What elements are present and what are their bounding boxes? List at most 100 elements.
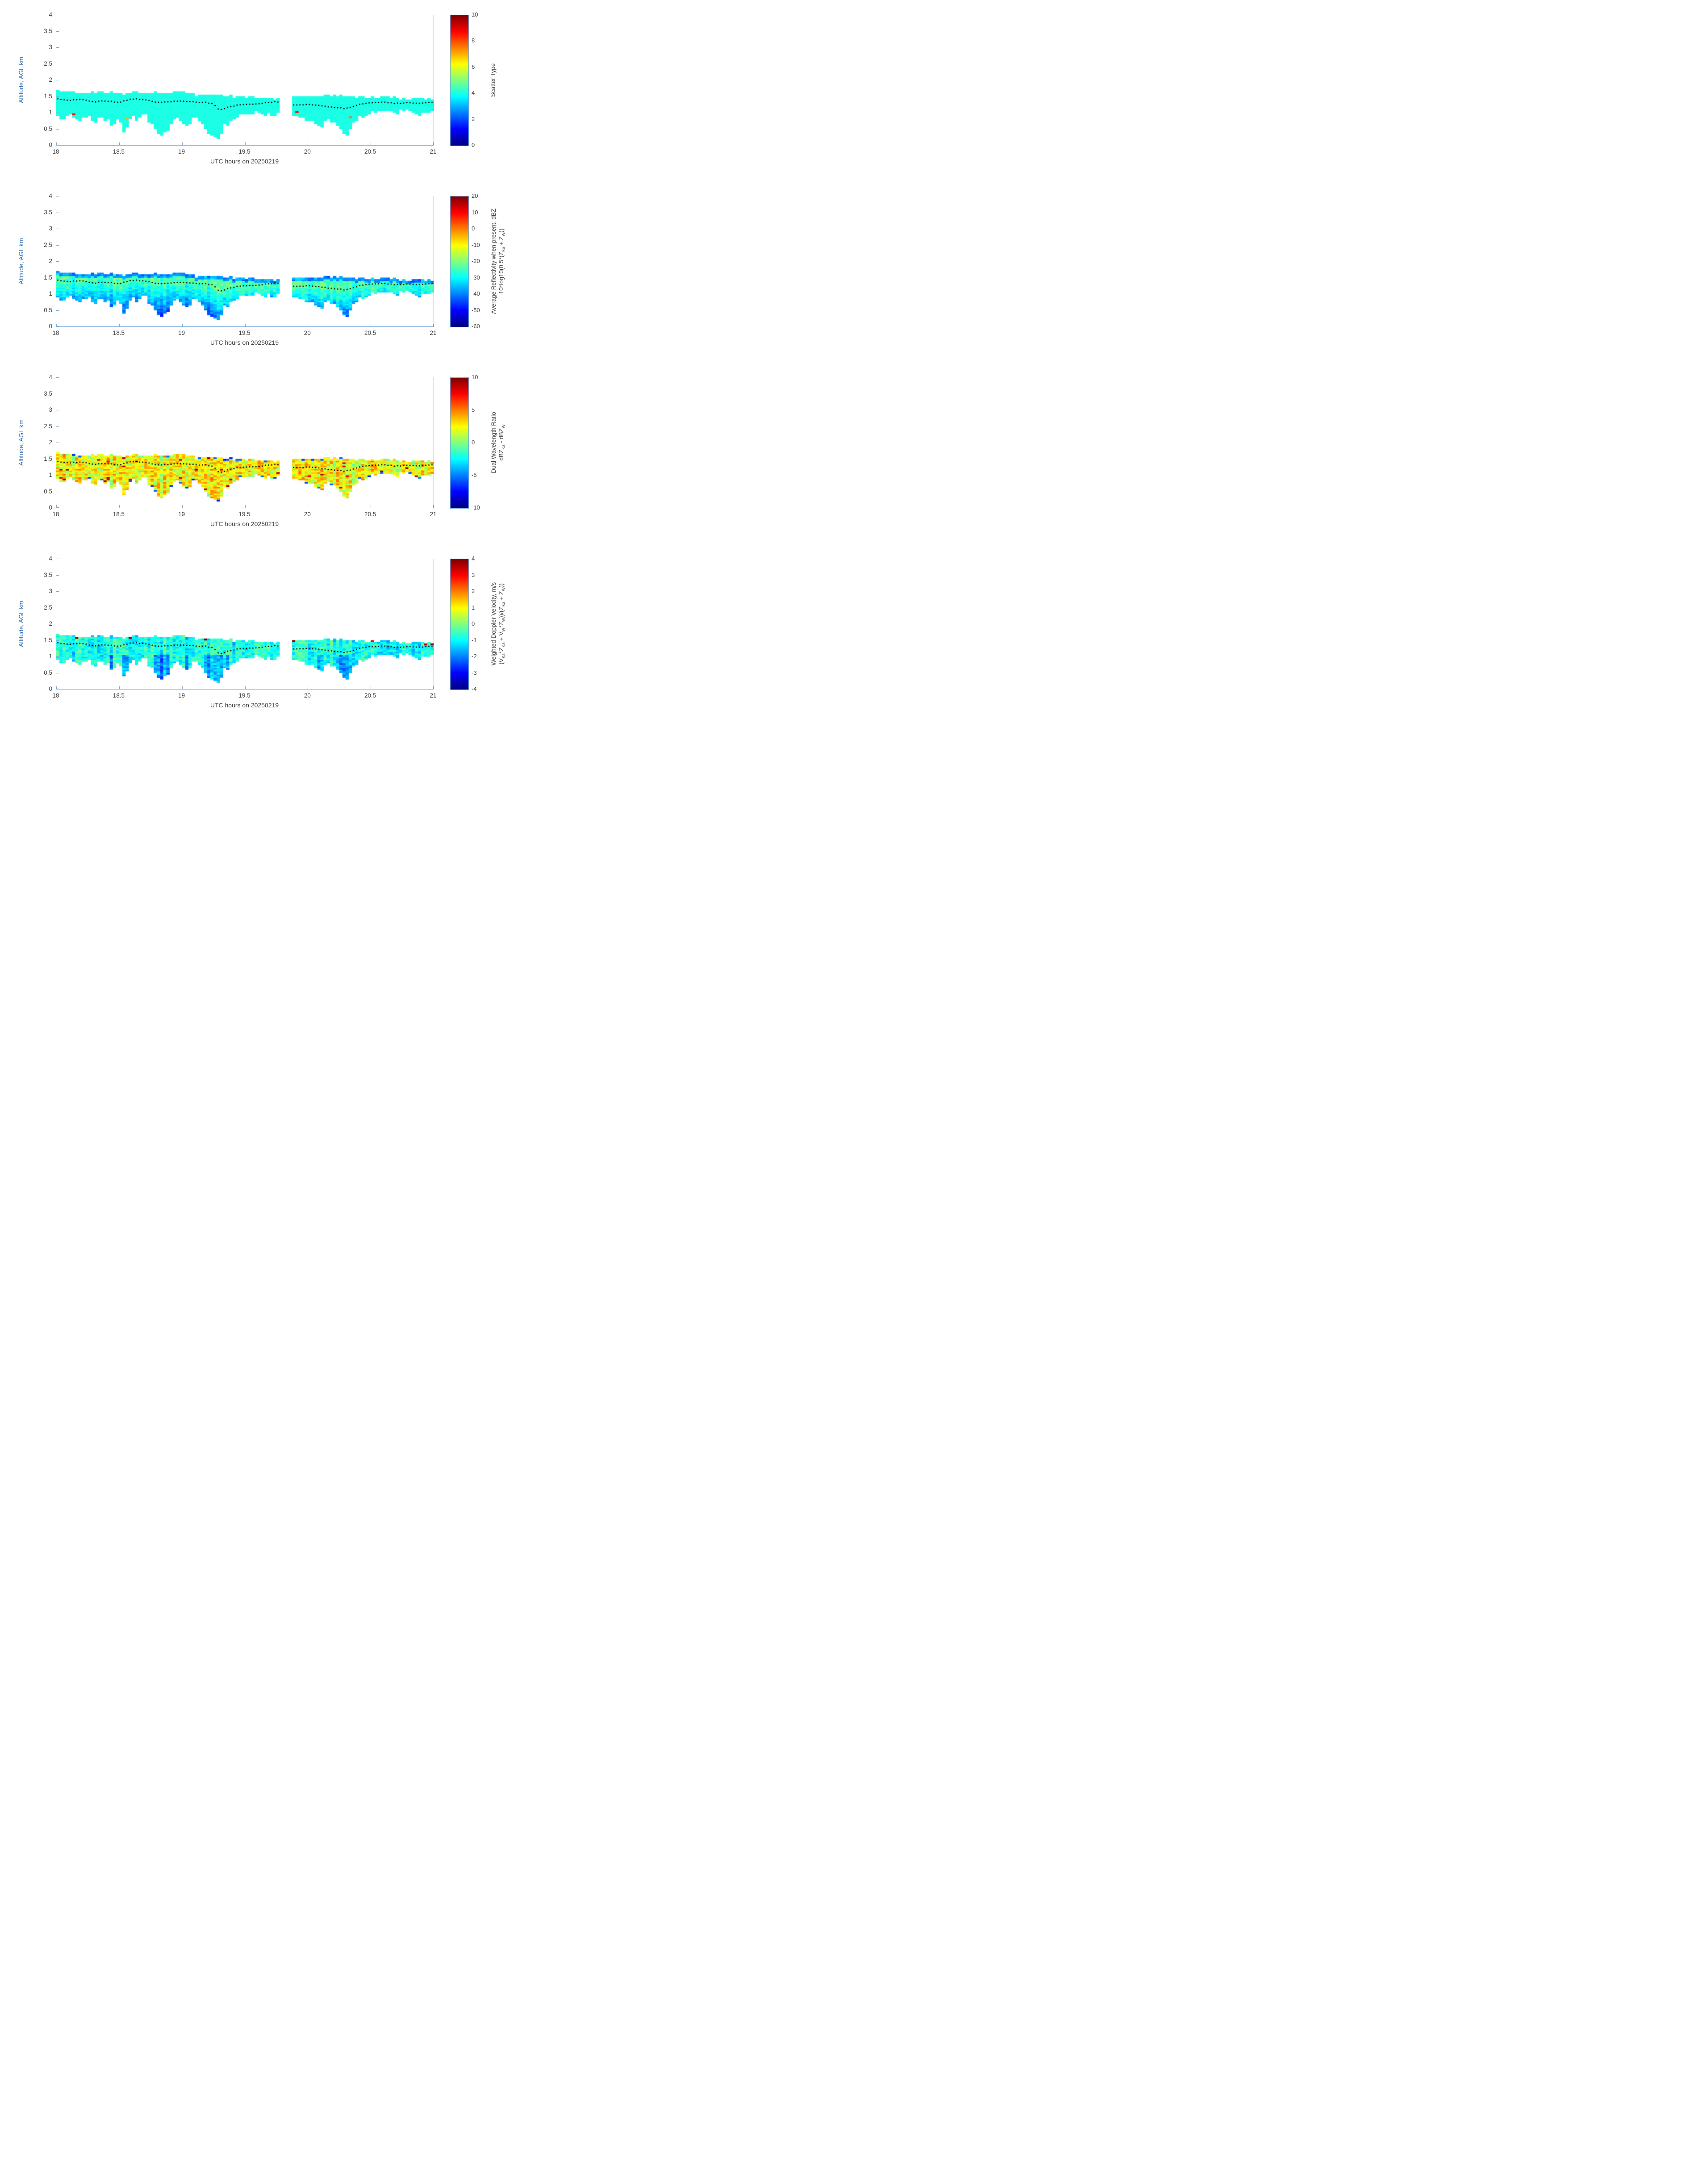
panel-average-reflectivity: Altitude, AGL km 18 18.5 19 19.5 20 20.5 21 0 0.5…: [0, 181, 569, 363]
plot-area: [56, 559, 434, 689]
colorbar-tick-label: 5: [472, 406, 475, 413]
x-tick-mark: [56, 505, 57, 508]
y-tick-label: 0: [49, 504, 52, 511]
x-tick-label: 20.5: [364, 148, 376, 155]
colorbar-label: Scatter Type: [489, 15, 497, 145]
colorbar-label: Weighted Doppler Velocity, m/s (VKa*ZKa +…: [490, 559, 506, 689]
colorbar-tick-label: -5: [472, 472, 477, 478]
y-tick-label: 0.5: [44, 125, 52, 132]
colorbar-label-line: Average Reflectivity when present, dBZ: [490, 208, 497, 314]
y-tick-mark: [56, 31, 59, 32]
heatmap-canvas: [56, 15, 434, 145]
x-tick-label: 18.5: [113, 692, 125, 699]
x-tick-mark: [119, 505, 120, 508]
x-tick-mark: [119, 142, 120, 145]
y-tick-label: 2: [49, 258, 52, 264]
colorbar-tick-label: 0: [472, 620, 475, 627]
colorbar-tick-label: -1: [472, 636, 477, 643]
y-tick-label: 2: [49, 76, 52, 83]
x-tick-label: 19.5: [238, 692, 251, 699]
colorbar-tick-label: -2: [472, 653, 477, 660]
x-tick-label: 21: [430, 511, 437, 518]
panel-dual-wavelength-ratio: Altitude, AGL km 18 18.5 19 19.5 20 20.5 21 0 0.5…: [0, 363, 569, 544]
colorbar-label: Dual Wavelength Ratio dBZKa - dBZW: [490, 377, 506, 508]
y-tick-label: 3: [49, 588, 52, 594]
y-tick-label: 4: [49, 555, 52, 562]
y-tick-mark: [56, 591, 59, 592]
colorbar-tick-label: 4: [472, 555, 475, 562]
x-tick-label: 19.5: [238, 511, 251, 518]
y-tick-label: 2.5: [44, 422, 52, 430]
x-tick-mark: [433, 505, 434, 508]
colorbar-tick-label: -50: [472, 306, 480, 313]
y-tick-label: 1.5: [44, 455, 52, 462]
y-tick-label: 2: [49, 439, 52, 446]
x-tick-label: 19: [178, 511, 185, 518]
x-tick-label: 21: [430, 148, 437, 155]
x-axis-label: UTC hours on 20250219: [210, 158, 279, 165]
colorbar-tick-label: -30: [472, 274, 480, 281]
y-tick-mark: [56, 459, 59, 460]
colorbar-label-line: (VKa*ZKa + VW*ZW))/(ZKa + ZW)): [498, 583, 506, 664]
plot-area: [56, 377, 434, 508]
x-tick-mark: [245, 505, 246, 508]
y-tick-label: 2.5: [44, 60, 52, 67]
x-tick-label: 20.5: [364, 511, 376, 518]
y-tick-label: 1: [49, 472, 52, 478]
x-tick-label: 19.5: [238, 148, 251, 155]
colorbar-canvas: [450, 196, 469, 327]
y-tick-label: 1: [49, 290, 52, 297]
y-tick-label: 4: [49, 374, 52, 380]
y-tick-label: 1.5: [44, 92, 52, 100]
x-tick-label: 21: [430, 692, 437, 699]
y-tick-label: 1.5: [44, 274, 52, 281]
colorbar-canvas: [450, 15, 469, 146]
y-tick-label: 0: [49, 142, 52, 148]
x-tick-mark: [433, 142, 434, 145]
colorbar-tick-label: 2: [472, 115, 475, 122]
y-tick-mark: [56, 47, 59, 48]
colorbar-tick-label: 10: [472, 209, 478, 216]
x-tick-label: 20: [304, 148, 311, 155]
colorbar-tick-label: 0: [472, 439, 475, 446]
y-tick-label: 1: [49, 109, 52, 116]
colorbar-label-line: Weighted Doppler Velocity, m/s: [490, 582, 497, 666]
x-axis-label: UTC hours on 20250219: [210, 702, 279, 709]
y-tick-mark: [56, 310, 59, 311]
x-axis-label: UTC hours on 20250219: [210, 339, 279, 346]
x-tick-mark: [119, 324, 120, 326]
colorbar-tick-label: 8: [472, 37, 475, 44]
y-tick-label: 2.5: [44, 241, 52, 248]
y-tick-mark: [56, 261, 59, 262]
x-tick-label: 20.5: [364, 692, 376, 699]
x-tick-label: 19.5: [238, 330, 251, 336]
x-tick-label: 20: [304, 330, 311, 336]
y-tick-label: 4: [49, 11, 52, 18]
y-axis-label: Altitude, AGL km: [17, 419, 25, 466]
colorbar-tick-label: 1: [472, 604, 475, 611]
y-tick-label: 0.5: [44, 669, 52, 676]
x-tick-mark: [182, 324, 183, 326]
x-tick-label: 20.5: [364, 330, 376, 336]
colorbar-tick-label: -40: [472, 290, 480, 297]
heatmap-canvas: [56, 196, 434, 326]
y-tick-label: 0.5: [44, 306, 52, 313]
x-tick-label: 20: [304, 692, 311, 699]
colorbar-tick-label: 10: [472, 11, 478, 18]
y-axis-label: Altitude, AGL km: [17, 601, 25, 647]
figure: Altitude, AGL km 18 18.5 19 19.5 20 20.5 21 0 0.5…: [0, 0, 569, 726]
y-tick-label: 4: [49, 192, 52, 199]
x-tick-mark: [182, 142, 183, 145]
x-tick-label: 20: [304, 511, 311, 518]
y-tick-label: 1: [49, 653, 52, 660]
y-tick-label: 3.5: [44, 209, 52, 216]
panel-scatter-type: Altitude, AGL km 18 18.5 19 19.5 20 20.5 21 0 0.5…: [0, 0, 569, 181]
colorbar-tick-label: 0: [472, 142, 475, 148]
colorbar-tick-label: 20: [472, 192, 478, 199]
y-tick-label: 3.5: [44, 27, 52, 34]
x-tick-label: 18: [52, 511, 59, 518]
y-tick-mark: [56, 377, 59, 378]
colorbar-tick-label: 6: [472, 63, 475, 70]
x-tick-mark: [433, 686, 434, 689]
x-tick-mark: [245, 142, 246, 145]
